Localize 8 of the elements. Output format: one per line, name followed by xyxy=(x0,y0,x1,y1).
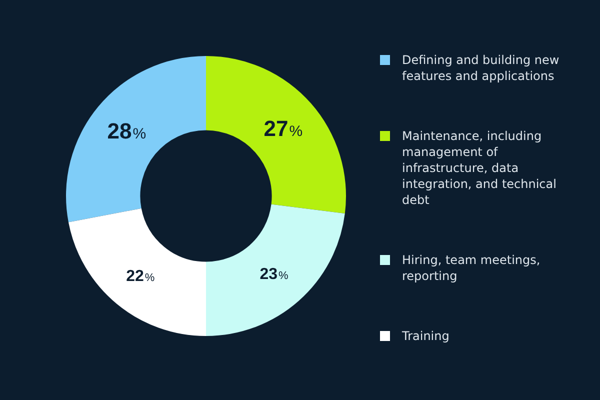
data-label: 22% xyxy=(126,268,155,286)
data-label: 27% xyxy=(264,116,303,141)
legend-label: Hiring, team meetings, reporting xyxy=(402,252,542,284)
legend-label: Defining and building new features and applications xyxy=(402,52,560,84)
data-label: 28% xyxy=(107,118,146,144)
legend-label: Maintenance, including management of infrastructure, data integration, and technical debt xyxy=(402,128,558,208)
legend-label: Training xyxy=(402,328,450,344)
data-label: 23% xyxy=(260,266,289,283)
